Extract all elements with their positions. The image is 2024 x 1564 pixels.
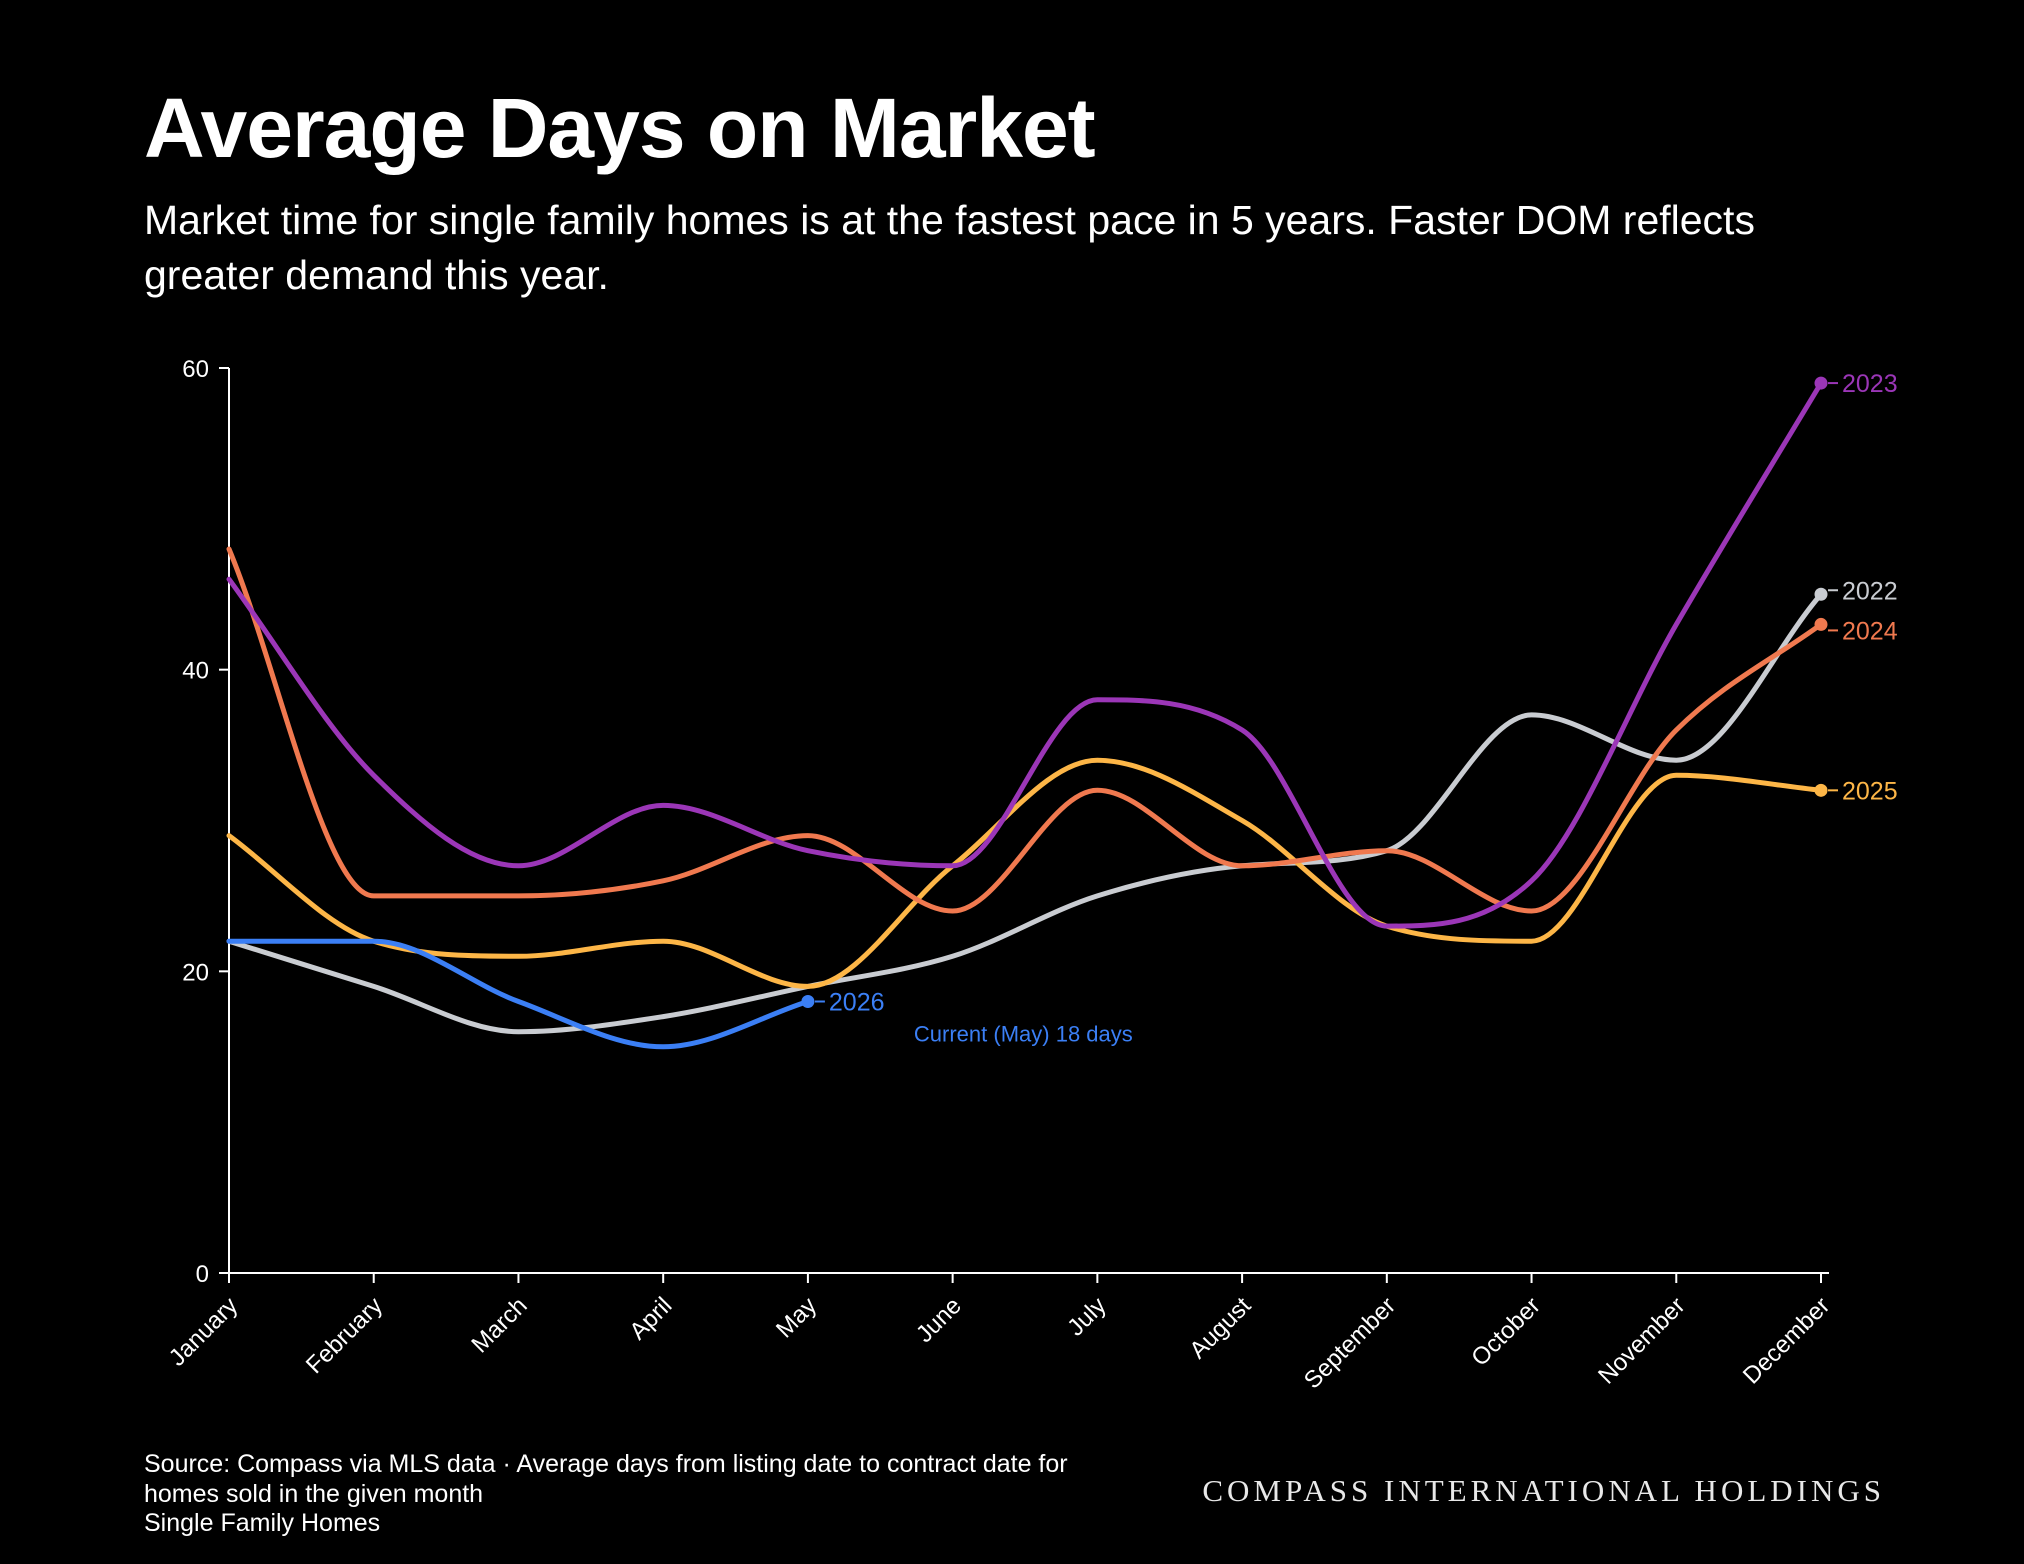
y-tick-label: 0 <box>196 1261 209 1288</box>
series-label-2025: 2025 <box>1842 777 1898 805</box>
x-tick-label: September <box>1299 1292 1401 1394</box>
x-tick-label: November <box>1593 1292 1690 1389</box>
y-tick-label: 60 <box>182 356 209 383</box>
series-line-2024 <box>226 546 1824 914</box>
chart-title: Average Days on Market <box>144 81 1096 175</box>
brand-logo-text: COMPASS INTERNATIONAL HOLDINGS <box>1202 1473 1885 1508</box>
x-tick-label: June <box>911 1292 967 1348</box>
chart-series-labels: 2022 2025 2024 2023 2026 Current (May) 18 day… <box>814 370 1898 1047</box>
y-tick-label: 20 <box>182 959 209 986</box>
x-tick-label: February <box>301 1292 388 1379</box>
series-end-point-2022 <box>1814 587 1828 601</box>
series-end-point-2023 <box>1814 376 1828 390</box>
series-label-2023: 2023 <box>1842 370 1898 398</box>
annotation-current-value: Current (May) 18 days <box>914 1022 1133 1047</box>
chart-series-lines <box>226 376 1828 1050</box>
series-end-point-2025 <box>1814 783 1828 797</box>
x-tick-label: August <box>1184 1292 1256 1364</box>
series-line-2023 <box>226 380 1824 929</box>
series-label-2022: 2022 <box>1842 577 1898 605</box>
x-tick-label: December <box>1738 1292 1835 1389</box>
series-label-2026: 2026 <box>829 989 885 1017</box>
x-tick-label: March <box>466 1292 532 1358</box>
series-end-point-2024 <box>1814 617 1828 631</box>
chart-axes: 0 20 40 60 January February March April May June J… <box>164 356 1835 1394</box>
chart-subtitle: Market time for single family homes is a… <box>144 197 1755 299</box>
series-line-2026 <box>226 938 811 1050</box>
source-line: Source: Compass via MLS data · Average d… <box>144 1450 1068 1478</box>
x-tick-label: October <box>1466 1292 1545 1371</box>
series-end-point-2026 <box>801 995 815 1008</box>
series-line-2022 <box>226 591 1824 1035</box>
x-tick-label: April <box>624 1292 677 1345</box>
series-line-2025 <box>226 757 1824 989</box>
source-line: Single Family Homes <box>144 1509 381 1537</box>
line-chart: 0 20 40 60 January February March April May June J… <box>164 356 1898 1394</box>
x-tick-label: January <box>164 1292 243 1371</box>
series-label-2024: 2024 <box>1842 617 1898 645</box>
source-note: Source: Compass via MLS data · Average d… <box>144 1450 1234 1539</box>
x-tick-label: July <box>1062 1292 1111 1341</box>
y-tick-label: 40 <box>182 658 209 685</box>
x-tick-label: May <box>771 1292 822 1343</box>
source-line: homes sold in the given month <box>144 1479 484 1508</box>
